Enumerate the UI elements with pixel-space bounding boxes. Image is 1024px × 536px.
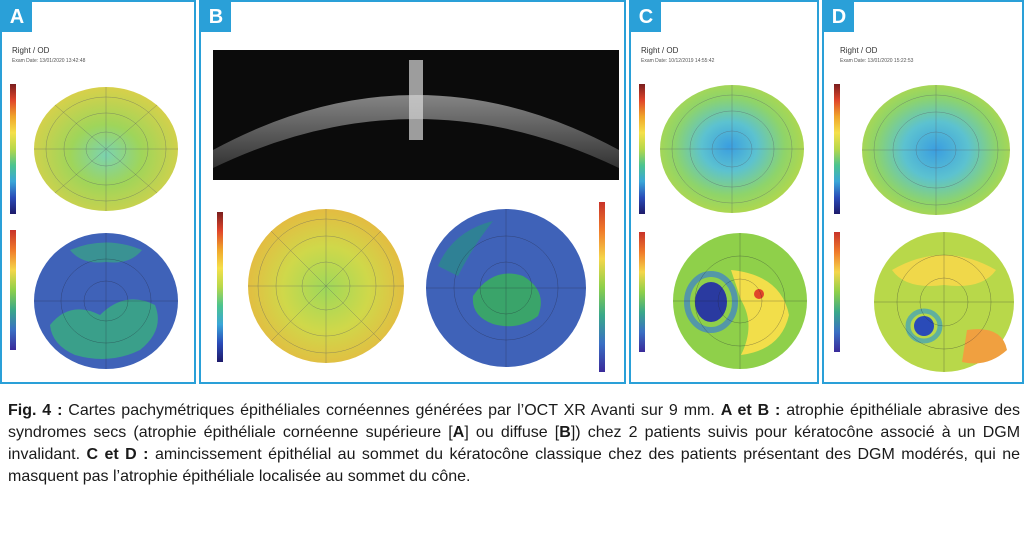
caption-ref-a: A: [452, 424, 465, 441]
oct-bscan-image: [213, 50, 619, 180]
caption-ref-b: B: [559, 424, 571, 441]
epithelial-map: [426, 209, 586, 367]
panel-label: B: [201, 2, 231, 32]
panel-c: C Right / OD Exam Date: 10/12/2019 14:55…: [629, 0, 819, 384]
color-scale: [834, 84, 840, 214]
caption-text: ] ou diffuse [: [464, 424, 560, 441]
figure-caption: Fig. 4 : Cartes pachymétriques épithélia…: [8, 400, 1020, 488]
epithelial-map-diff: [673, 233, 807, 369]
caption-text: Cartes pachymétriques épithéliales corné…: [62, 402, 721, 419]
eye-title: Right / OD: [840, 46, 878, 55]
exam-date: Exam Date: 13/01/2020 13:42:48: [12, 58, 86, 64]
thickness-map: [248, 209, 404, 363]
panel-a: A Right / OD Exam Date: 13/01/2020 13:42…: [0, 0, 196, 384]
caption-text: atrophie épithéliale abrasive des syndro…: [8, 402, 1021, 441]
epithelial-map-top: [862, 85, 1010, 215]
color-scale: [639, 84, 645, 214]
panel-label: D: [824, 2, 854, 32]
eye-title: Right / OD: [641, 46, 679, 55]
figure-number: Fig. 4 :: [8, 402, 63, 419]
caption-text: ]) chez 2 patients suivis pour kératocôn…: [8, 424, 1021, 463]
panel-b: B: [199, 0, 626, 384]
epithelial-map-diff: [874, 232, 1014, 372]
color-scale-diff: [834, 232, 840, 352]
panel-d: D Right / OD Exam Date: 13/01/2020 15:22…: [822, 0, 1024, 384]
exam-date: Exam Date: 10/12/2019 14:55:42: [641, 58, 715, 64]
color-scale-diff: [10, 230, 16, 350]
color-scale-diff: [639, 232, 645, 352]
epithelial-map-top: [660, 85, 804, 213]
color-scale: [217, 212, 223, 362]
caption-label-ab: A et B :: [720, 402, 781, 419]
exam-date: Exam Date: 13/01/2020 15:22:53: [840, 58, 914, 64]
panel-label: C: [631, 2, 661, 32]
eye-title: Right / OD: [12, 46, 50, 55]
epithelial-map-diff: [34, 233, 178, 369]
color-scale: [10, 84, 16, 214]
color-scale-diff: [599, 202, 605, 372]
caption-text: amincissement épithélial au sommet du ké…: [8, 446, 1021, 485]
panel-label: A: [2, 2, 32, 32]
epithelial-map-top: [34, 87, 178, 211]
caption-label-cd: C et D :: [86, 446, 149, 463]
